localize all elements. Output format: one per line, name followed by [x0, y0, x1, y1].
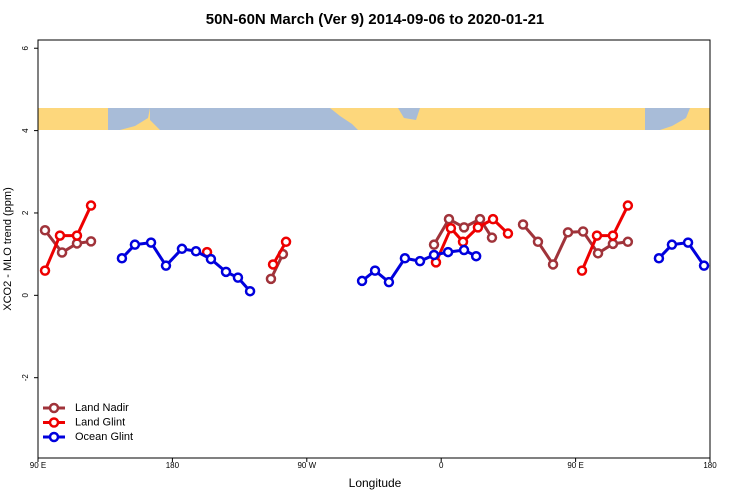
point	[85, 200, 97, 211]
series-line	[43, 229, 92, 255]
point	[622, 236, 634, 248]
point	[442, 246, 454, 258]
point	[356, 275, 368, 287]
point	[517, 219, 529, 230]
point	[576, 265, 588, 276]
y-tick-label: 0	[21, 293, 30, 298]
point	[622, 200, 634, 211]
x-axis-label: Longitude	[349, 476, 402, 490]
point	[591, 230, 603, 241]
point	[698, 260, 710, 271]
point	[445, 222, 457, 234]
point	[71, 230, 83, 241]
point	[220, 266, 232, 278]
series-line	[120, 241, 252, 293]
point	[458, 222, 470, 233]
point	[85, 236, 97, 247]
point	[369, 265, 381, 276]
point	[414, 255, 426, 267]
point	[160, 260, 172, 271]
point	[592, 248, 604, 259]
point	[39, 265, 51, 276]
x-tick-label: 90 E	[567, 461, 583, 470]
point	[682, 237, 694, 248]
point	[383, 276, 395, 288]
y-tick-label: 2	[21, 210, 30, 215]
point	[145, 237, 157, 248]
point	[502, 228, 514, 239]
legend-label: Ocean Glint	[75, 431, 133, 443]
chart-title: 50N-60N March (Ver 9) 2014-09-06 to 2020…	[206, 11, 545, 28]
point	[190, 246, 202, 257]
legend-label: Land Nadir	[75, 402, 129, 414]
plot-frame	[37, 39, 711, 459]
series-line	[657, 241, 706, 267]
point	[532, 236, 544, 248]
point	[607, 238, 619, 250]
point	[399, 253, 411, 264]
point	[443, 213, 455, 225]
point	[232, 272, 244, 283]
legend-marker	[48, 417, 60, 428]
point	[56, 247, 68, 258]
point	[487, 213, 499, 225]
point	[653, 253, 665, 264]
point	[129, 239, 141, 250]
y-tick-label: 6	[21, 45, 30, 50]
map-ocean	[645, 108, 690, 130]
series-line	[43, 204, 93, 272]
point	[607, 230, 619, 241]
map-ocean	[150, 108, 358, 130]
point	[486, 232, 498, 243]
point	[54, 230, 66, 241]
point	[458, 244, 470, 256]
point	[562, 227, 574, 238]
point	[666, 239, 678, 250]
x-tick-label: 180	[166, 461, 180, 470]
y-tick-label: 4	[21, 128, 30, 133]
point	[39, 225, 51, 236]
point	[547, 259, 559, 270]
point	[472, 222, 484, 233]
point	[474, 213, 486, 225]
y-tick-label: -2	[21, 374, 30, 382]
x-tick-label: 90 W	[297, 461, 316, 470]
point	[428, 239, 440, 250]
point	[428, 249, 440, 261]
legend-marker	[48, 402, 60, 414]
point	[577, 226, 589, 237]
x-tick-label: 180	[703, 461, 717, 470]
y-axis-label: XCO2 - MLO trend (ppm)	[2, 187, 14, 310]
point	[244, 285, 256, 297]
point	[470, 250, 482, 262]
legend-label: Land Glint	[75, 416, 125, 428]
x-tick-label: 0	[439, 461, 444, 470]
point	[205, 253, 217, 265]
point	[176, 243, 188, 255]
map-band	[38, 108, 710, 130]
point	[265, 273, 277, 285]
point	[280, 236, 292, 248]
x-tick-label: 90 E	[30, 461, 46, 470]
map-ocean	[108, 108, 150, 130]
point	[457, 236, 469, 248]
series-line	[580, 204, 630, 272]
point	[116, 253, 128, 264]
map-ocean	[398, 108, 420, 120]
legend-marker	[48, 431, 60, 443]
point	[267, 259, 279, 270]
